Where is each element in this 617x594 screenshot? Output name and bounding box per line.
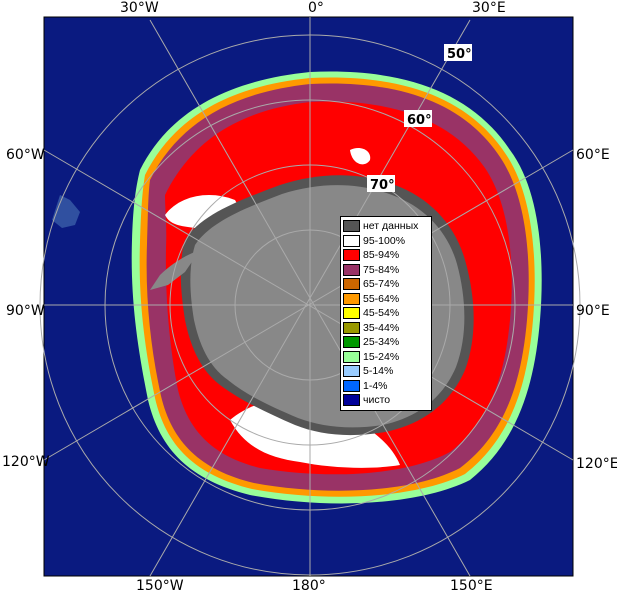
legend-item: 55-64% [343,292,431,307]
legend-swatch [343,365,360,378]
legend-swatch [343,307,360,320]
lon-label-0: 0° [308,0,324,16]
legend-label: 25-34% [363,336,400,349]
legend-label: 35-44% [363,321,400,334]
lon-label-150e: 150°E [450,578,493,594]
legend-item: 85-94% [343,248,431,263]
south-america-tip [52,195,80,228]
lon-labels-bottom: 150°W 180° 150°E [136,578,493,594]
legend-swatch [343,234,360,247]
lon-label-120e: 120°E [576,456,617,472]
legend-item: 95-100% [343,234,431,249]
legend-label: 1-4% [363,379,388,392]
lat-label-50: 50° [447,47,472,62]
lon-label-180: 180° [292,578,326,594]
legend-label: 15-24% [363,350,400,363]
meridian-60e-120w [43,149,574,461]
lon-label-30w: 30°W [120,0,159,16]
legend-label: 55-64% [363,292,400,305]
legend-label: 95-100% [363,234,406,247]
legend-label: нет данных [363,220,419,233]
legend-label: 65-74% [363,278,400,291]
lon-labels-top: 30°W 0° 30°E [120,0,506,16]
legend-item: чисто [343,393,431,408]
lon-labels-right: 60°E 90°E 120°E [576,147,617,472]
lon-label-150w: 150°W [136,578,184,594]
legend-label: 85-94% [363,249,400,262]
legend-item: нет данных [343,219,431,234]
legend-swatch [343,350,360,363]
legend-swatch [343,336,360,349]
legend-label: чисто [363,394,391,407]
legend-item: 45-54% [343,306,431,321]
legend-swatch [343,379,360,392]
lat-labels: 50° 60° 70° [367,44,472,193]
lon-label-60w: 60°W [6,147,45,163]
legend-label: 5-14% [363,365,394,378]
lat-label-70: 70° [370,178,395,193]
legend-swatch [343,249,360,262]
legend-item: 25-34% [343,335,431,350]
legend-label: 75-84% [363,263,400,276]
legend-swatch [343,278,360,291]
lon-label-60e: 60°E [576,147,610,163]
antarctic-peninsula [150,250,200,290]
legend-item: 75-84% [343,263,431,278]
lon-label-90e: 90°E [576,303,610,319]
legend-item: 15-24% [343,350,431,365]
ice-white-ross [230,399,400,468]
lon-labels-left: 60°W 90°W 120°W [2,147,50,470]
legend-swatch [343,292,360,305]
lon-label-30e: 30°E [472,0,506,16]
legend-item: 65-74% [343,277,431,292]
lat-label-60: 60° [407,113,432,128]
legend-label: 45-54% [363,307,400,320]
legend-item: 1-4% [343,379,431,394]
legend-item: 35-44% [343,321,431,336]
ice-white-east [350,148,371,165]
legend: нет данных 95-100% 85-94% 75-84% 65-74% 55-64… [340,216,432,411]
legend-swatch [343,394,360,407]
legend-swatch [343,321,360,334]
legend-swatch [343,263,360,276]
legend-item: 5-14% [343,364,431,379]
lon-label-120w: 120°W [2,454,50,470]
lon-label-90w: 90°W [6,303,45,319]
legend-swatch [343,220,360,233]
